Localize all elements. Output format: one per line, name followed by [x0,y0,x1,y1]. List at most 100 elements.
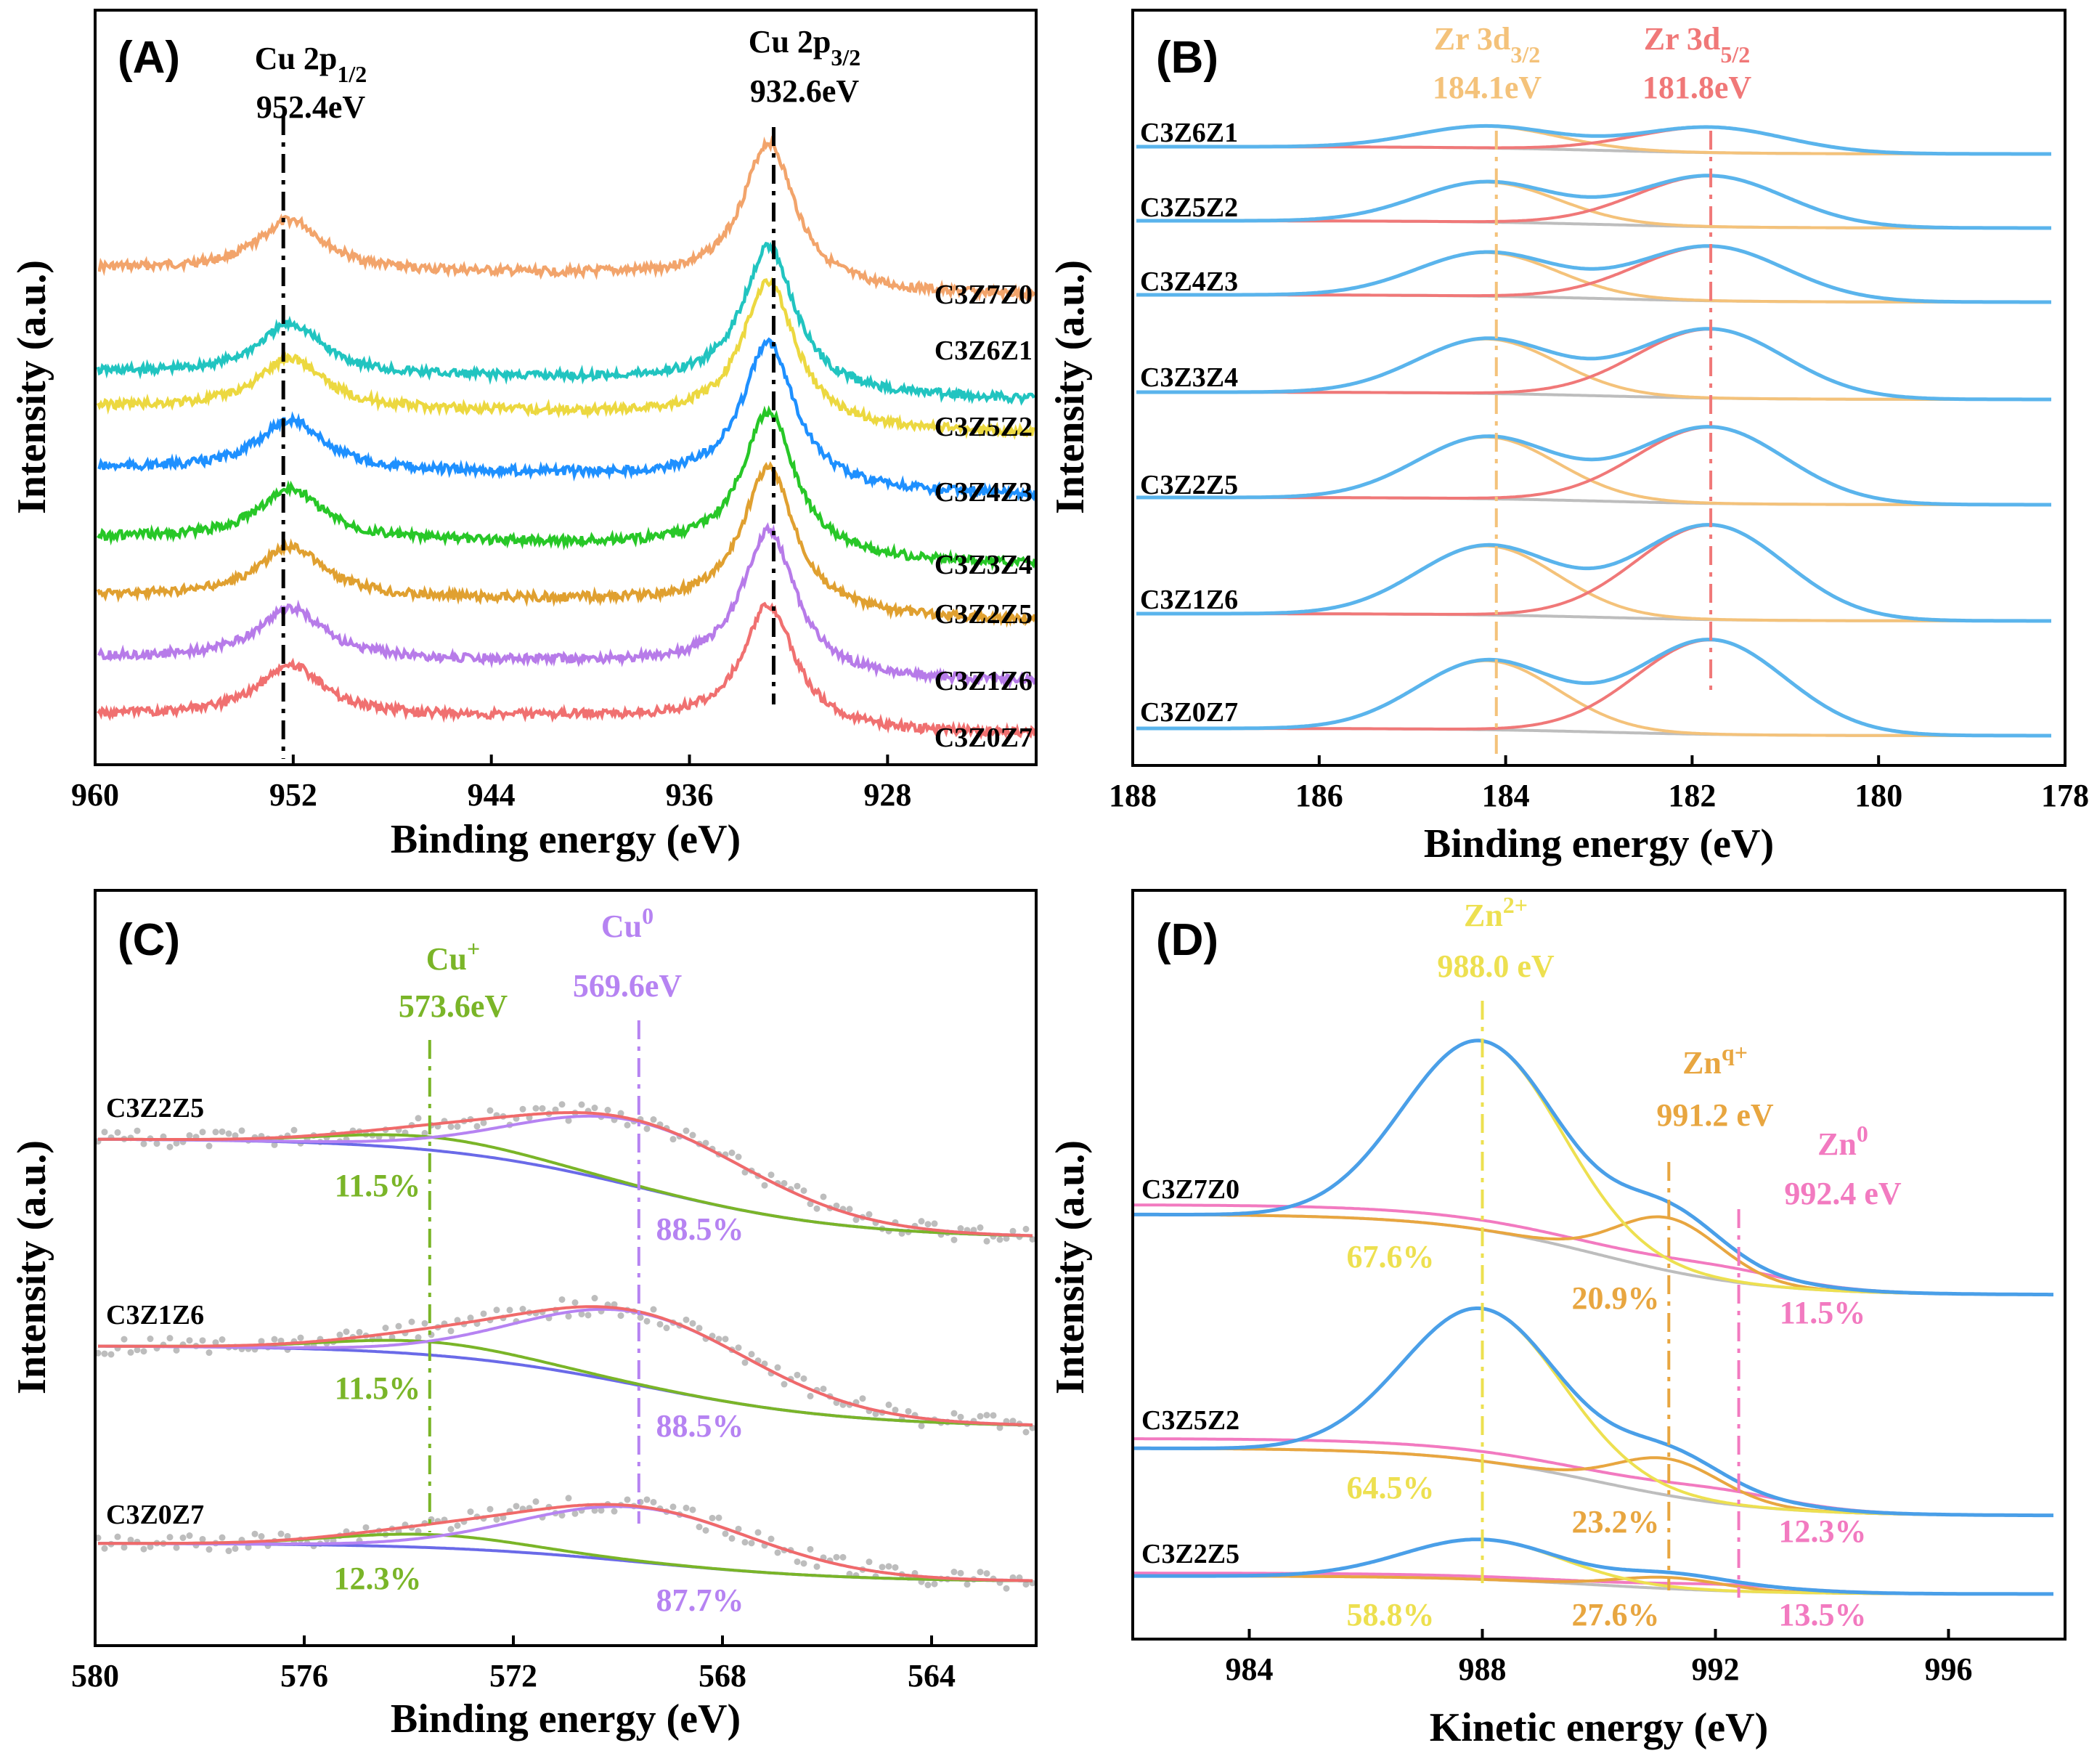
panel-a-series-C3Z1Z6 [97,522,1037,690]
panel-b-series-label: C3Z4Z3 [1140,267,1238,297]
panel-c-raw-point [513,1503,520,1510]
panel-c-raw-point [421,1129,428,1137]
panel-c-raw-point [199,1129,206,1136]
panel-a-series-C3Z0Z7 [97,601,1037,741]
panel-c-raw-point [107,1351,115,1358]
panel-a-xtick-label: 960 [71,777,119,813]
panel-b-xtick-label: 178 [2041,778,2089,813]
panel-c-raw-point [866,1211,873,1218]
panel-c-raw-point [800,1187,807,1194]
panel-c-raw-point [650,1116,657,1123]
panel-b-xtick-label: 182 [1668,778,1716,813]
panel-c-ylabel: Intensity (a.u.) [9,1140,54,1394]
panel-d-peak-energy: 988.0 eV [1437,948,1555,984]
panel-b-zr3d32-component [1136,435,2051,506]
panel-b-series-label: C3Z0Z7 [1140,697,1238,728]
panel-c-raw-point [663,1325,670,1332]
panel-c-raw-point [669,1136,677,1143]
panel-c-raw-point [225,1130,232,1137]
panel-c-fit-line [98,1503,1033,1582]
panel-c-raw-point [722,1336,729,1343]
panel-c-cuzero-percent: 87.7% [656,1582,744,1618]
panel-c-raw-point [689,1320,696,1327]
panel-b-peak-energy: 184.1eV [1433,70,1542,105]
panel-c-series-label: C3Z1Z6 [106,1300,204,1330]
panel-c-raw-point [918,1218,925,1225]
panel-c-raw-point [611,1301,618,1308]
panel-c-raw-point [977,1224,984,1231]
panel-c-raw-point [996,1236,1003,1243]
panel-d-xtick-label: 984 [1226,1651,1274,1687]
panel-c-raw-point [134,1346,141,1354]
panel-c-raw-point [781,1179,788,1187]
panel-b-series-label: C3Z5Z2 [1140,192,1238,223]
panel-c-raw-point [140,1348,147,1355]
panel-a-peak-energy: 932.6eV [750,73,860,109]
panel-c-raw-point [924,1582,932,1589]
panel-d-series-label: C3Z7Z0 [1141,1174,1239,1205]
panel-d-znq-percent: 23.2% [1572,1504,1660,1540]
panel-c-label: (C) [118,915,180,965]
panel-d-peak-name: Zn2+ [1464,892,1528,933]
panel-a-xtick-label: 952 [269,777,317,813]
panel-b-series-C3Z4Z3 [1136,244,2051,304]
panel-c-raw-point [147,1336,154,1343]
panel-c-raw-point [820,1385,827,1392]
panel-d-series-label: C3Z5Z2 [1141,1405,1239,1436]
panel-c-series-label: C3Z2Z5 [106,1093,204,1123]
panel-c-raw-point [683,1504,690,1511]
panel-c-raw-point [741,1539,749,1546]
panel-c-raw-point [866,1558,873,1566]
panel-b-peak-energy: 181.8eV [1642,70,1752,105]
panel-d-xtick-label: 988 [1459,1651,1507,1687]
panel-d-xtick-label: 996 [1925,1651,1973,1687]
panel-c-raw-point [767,1535,775,1543]
panel-d-series-C3Z5Z2 [1134,1306,2053,1518]
panel-c-raw-point [990,1412,997,1419]
panel-c-raw-point [238,1127,245,1134]
panel-b-series-label: C3Z1Z6 [1140,585,1238,615]
panel-c-raw-point [774,1364,781,1371]
panel-c-raw-point [813,1205,821,1212]
panel-c-raw-point [480,1310,487,1317]
panel-a-xtick-label: 928 [863,777,911,813]
panel-d-zn2-percent: 64.5% [1347,1470,1435,1505]
panel-c-raw-point [807,1200,814,1208]
panel-c-raw-point [715,1336,722,1343]
panel-c-xtick-label: 572 [489,1658,537,1694]
panel-b-frame [1131,9,2067,767]
panel-a-frame [94,9,1038,766]
panel-d-label: (D) [1156,915,1218,965]
panel-c-raw-point [1009,1227,1017,1235]
panel-b-fit-line [1136,244,2051,304]
panel-a-series-C3Z5Z2 [96,277,1035,440]
panel-b-xtick-label: 184 [1482,778,1530,813]
panel-c-raw-point [415,1334,422,1341]
panel-b-zr3d32-component [1136,659,2051,737]
panel-c-raw-point [134,1127,141,1134]
panel-d-fit-line [1134,1306,2053,1518]
panel-b-zr3d32-component [1136,544,2051,622]
panel-c-raw-point [408,1318,415,1325]
panel-c-raw-point [977,1569,984,1576]
panel-a-series-label: C3Z3Z4 [935,550,1033,580]
panel-c-raw-point [382,1325,389,1332]
panel-c-raw-point [957,1225,964,1232]
panel-c-cuzero-component [98,1114,1033,1237]
panel-b-label: (B) [1156,33,1218,83]
panel-c-raw-point [1029,1236,1036,1243]
panel-c-raw-point [735,1525,742,1532]
panel-c-raw-point [683,1316,690,1323]
panel-c-raw-point [297,1334,304,1341]
panel-a-series-label: C3Z7Z0 [935,280,1033,310]
panel-c-raw-point [186,1131,193,1139]
panel-d-zn0-percent: 11.5% [1780,1295,1866,1330]
panel-c-raw-point [114,1533,121,1540]
panel-c-series-C3Z0Z7 [94,1495,1036,1592]
panel-d-series-label: C3Z2Z5 [1141,1539,1239,1569]
panel-c-xtick-label: 564 [908,1658,956,1694]
panel-a-xlabel: Binding energy (eV) [391,817,741,862]
panel-c-raw-point [728,1149,736,1156]
